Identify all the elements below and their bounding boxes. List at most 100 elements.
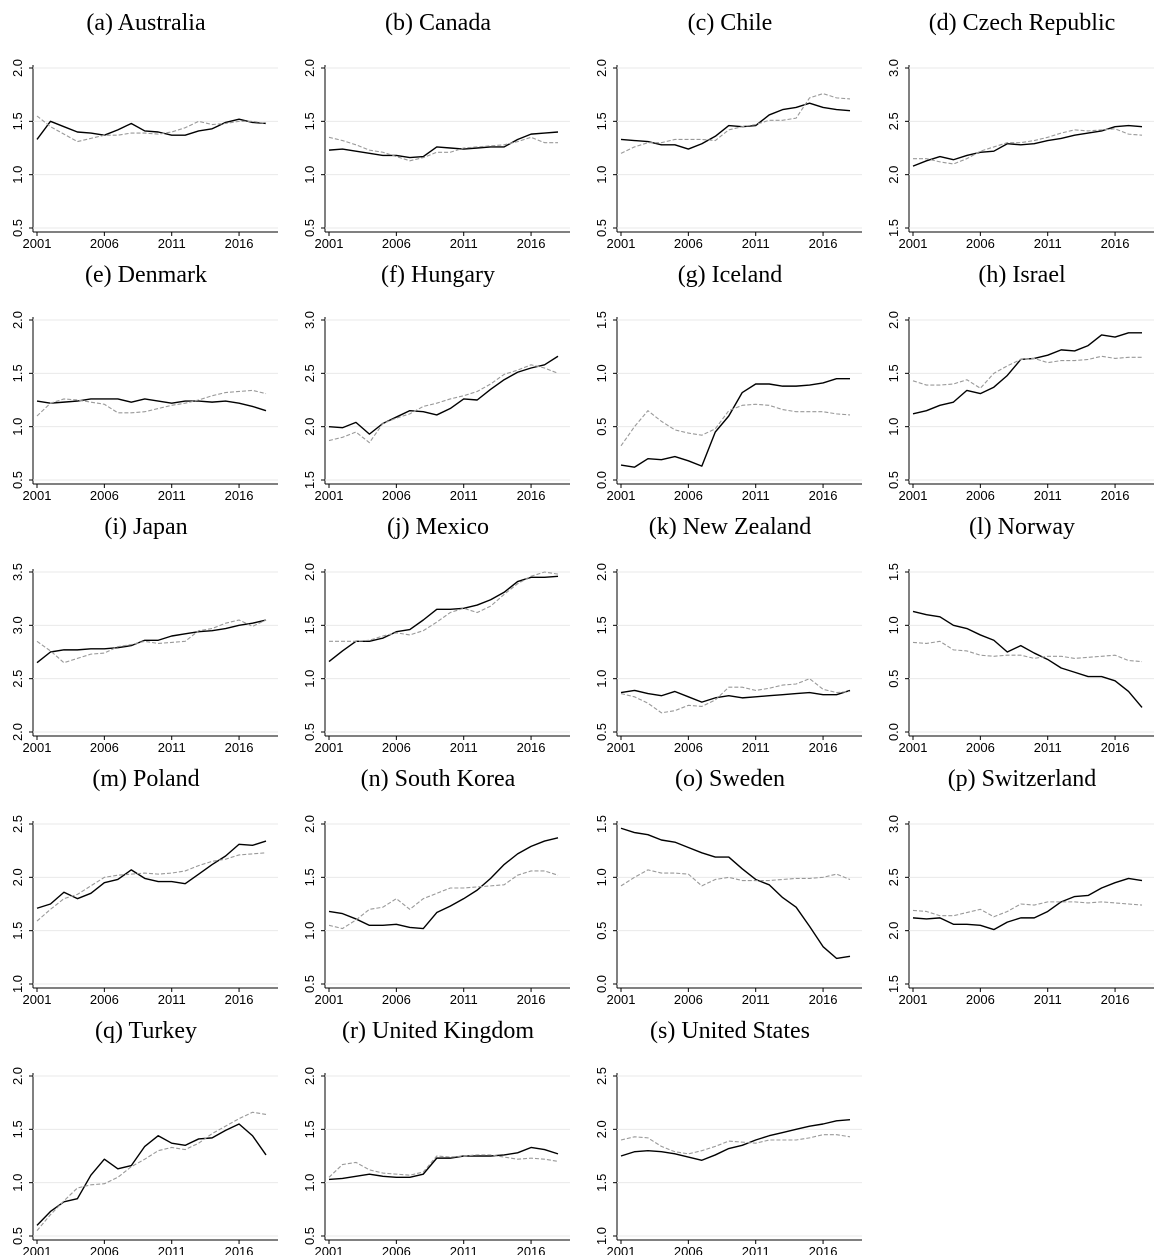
series-line (36, 1123, 267, 1226)
y-tick-label: 1.5 (302, 471, 317, 489)
series-line (328, 136, 558, 162)
panel: (k) New Zealand 0.5 1.0 1.5 2.0 2001 2006 2011 2… (594, 514, 862, 755)
y-tick-label: 1.5 (886, 219, 901, 237)
y-tick-label: 1.0 (10, 418, 25, 436)
y-tick-label: 1.5 (10, 364, 25, 382)
x-tick-label: 2001 (899, 236, 928, 251)
x-tick-label: 2011 (742, 992, 770, 1007)
x-tick-label: 2016 (809, 992, 838, 1007)
series-line (328, 575, 559, 663)
x-tick-label: 2001 (315, 1244, 344, 1255)
x-tick-label: 2011 (450, 1244, 478, 1255)
x-tick-label: 2011 (742, 740, 770, 755)
panel-title: (i) Japan (104, 514, 187, 540)
x-tick-label: 2006 (382, 740, 411, 755)
y-tick-label: 0.5 (886, 471, 901, 489)
y-tick-label: 0.5 (10, 471, 25, 489)
panel-title: (d) Czech Republic (929, 10, 1116, 36)
x-tick-label: 2006 (90, 992, 119, 1007)
y-tick-label: 0.5 (302, 723, 317, 741)
y-tick-label: 1.0 (594, 868, 609, 886)
y-tick-label: 2.0 (302, 1067, 317, 1085)
x-tick-label: 2016 (1101, 488, 1130, 503)
series-line (36, 389, 267, 417)
y-tick-label: 1.0 (886, 616, 901, 634)
x-tick-label: 2016 (517, 992, 546, 1007)
y-tick-label: 2.0 (10, 311, 25, 329)
y-tick-label: 0.5 (594, 418, 609, 436)
x-tick-label: 2001 (315, 992, 344, 1007)
series-line (620, 689, 851, 703)
panel-title: (m) Poland (92, 766, 199, 792)
x-tick-label: 2016 (225, 992, 254, 1007)
y-tick-label: 1.0 (10, 975, 25, 993)
series-line (912, 355, 1142, 389)
panel: (j) Mexico 0.5 1.0 1.5 2.0 2001 2006 2011 2016 (302, 514, 570, 755)
x-tick-label: 2001 (23, 1244, 52, 1255)
panel: (d) Czech Republic 1.5 2.0 2.5 3.0 2001 2006 20… (886, 10, 1154, 251)
series-line (620, 678, 851, 714)
y-tick-label: 2.0 (886, 311, 901, 329)
y-tick-label: 2.5 (886, 868, 901, 886)
y-tick-label: 2.0 (10, 59, 25, 77)
y-tick-label: 2.0 (10, 868, 25, 886)
x-tick-label: 2016 (809, 236, 838, 251)
y-tick-label: 3.0 (886, 815, 901, 833)
x-tick-label: 2001 (899, 740, 928, 755)
x-tick-label: 2011 (1034, 488, 1062, 503)
y-tick-label: 0.5 (302, 1227, 317, 1245)
y-tick-label: 1.5 (594, 1174, 609, 1192)
y-tick-label: 2.5 (594, 1067, 609, 1085)
x-tick-label: 2006 (674, 488, 703, 503)
x-tick-label: 2006 (674, 992, 703, 1007)
y-tick-label: 0.0 (886, 723, 901, 741)
x-tick-label: 2016 (1101, 236, 1130, 251)
x-tick-label: 2016 (517, 488, 546, 503)
series-line (328, 1146, 559, 1181)
series-line (36, 852, 267, 922)
y-tick-label: 2.0 (302, 418, 317, 436)
x-tick-label: 2016 (809, 488, 838, 503)
x-tick-label: 2001 (23, 488, 52, 503)
x-tick-label: 2001 (607, 1244, 636, 1255)
y-tick-label: 1.0 (886, 418, 901, 436)
x-tick-label: 2006 (966, 488, 995, 503)
y-tick-label: 1.0 (302, 670, 317, 688)
x-tick-label: 2001 (315, 740, 344, 755)
x-tick-label: 2006 (90, 236, 119, 251)
series-line (912, 877, 1143, 931)
y-tick-label: 1.0 (302, 922, 317, 940)
x-tick-label: 2001 (315, 236, 344, 251)
y-tick-label: 0.5 (10, 219, 25, 237)
x-tick-label: 2006 (382, 236, 411, 251)
series-line (328, 355, 559, 435)
panel: (b) Canada 0.5 1.0 1.5 2.0 2001 2006 2011 2016 (302, 10, 570, 251)
x-tick-label: 2001 (607, 740, 636, 755)
x-tick-label: 2006 (90, 740, 119, 755)
y-tick-label: 0.5 (594, 219, 609, 237)
x-tick-label: 2006 (966, 236, 995, 251)
panel-title: (q) Turkey (95, 1018, 197, 1044)
y-tick-label: 0.5 (886, 670, 901, 688)
series-line (620, 102, 851, 150)
panel: (s) United States 1.0 1.5 2.0 2.5 2001 2006 201… (594, 1018, 862, 1255)
series-line (36, 619, 267, 664)
series-line (913, 128, 1143, 165)
series-line (36, 115, 267, 143)
y-tick-label: 2.0 (886, 922, 901, 940)
panel-title: (r) United Kingdom (342, 1018, 534, 1044)
x-tick-label: 2001 (607, 488, 636, 503)
x-tick-label: 2011 (450, 992, 478, 1007)
x-tick-label: 2001 (23, 236, 52, 251)
series-line (36, 398, 267, 412)
series-line (912, 901, 1143, 918)
y-tick-label: 1.0 (302, 166, 317, 184)
panel: (q) Turkey 0.5 1.0 1.5 2.0 2001 2006 2011 2016 (10, 1018, 278, 1255)
panel: (l) Norway 0.0 0.5 1.0 1.5 2001 2006 2011 2016 (886, 514, 1154, 755)
series-line (328, 870, 559, 930)
panel: (e) Denmark 0.5 1.0 1.5 2.0 2001 2006 2011 2016 (10, 262, 278, 503)
y-tick-label: 2.0 (594, 563, 609, 581)
y-tick-label: 1.5 (886, 563, 901, 581)
y-tick-label: 1.5 (10, 922, 25, 940)
